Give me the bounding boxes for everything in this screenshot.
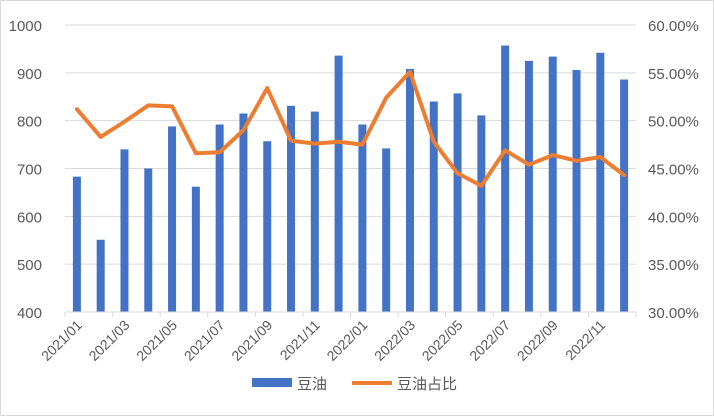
bar — [96, 239, 105, 312]
bar — [263, 141, 272, 312]
y-right-tick-label: 55.00% — [648, 66, 699, 83]
legend-swatch-bar — [252, 378, 292, 387]
y-left-tick-label: 400 — [17, 305, 42, 322]
bar — [429, 101, 438, 313]
bar — [239, 113, 248, 312]
y-right-tick-label: 40.00% — [648, 209, 699, 226]
y-right-tick-label: 60.00% — [648, 18, 699, 35]
bar — [72, 176, 81, 312]
bar — [287, 105, 296, 312]
bar — [215, 124, 224, 312]
x-tick-label: 2022/03 — [371, 317, 418, 364]
y-right-tick-label: 30.00% — [648, 305, 699, 322]
y-left-tick-label: 900 — [17, 66, 42, 83]
y-left-tick-label: 500 — [17, 257, 42, 274]
x-tick-label: 2022/11 — [562, 317, 609, 364]
bar — [358, 124, 367, 312]
x-tick-label: 2021/01 — [38, 317, 85, 364]
bar — [477, 115, 486, 312]
x-tick-label: 2022/05 — [419, 317, 466, 364]
bar — [405, 69, 414, 312]
bar — [572, 69, 581, 312]
bar — [620, 79, 629, 312]
y-left-tick-label: 600 — [17, 209, 42, 226]
y-left-tick-label: 1000 — [9, 18, 42, 35]
bar — [382, 148, 391, 312]
x-tick-label: 2021/07 — [181, 317, 228, 364]
y-right-tick-label: 35.00% — [648, 257, 699, 274]
legend: 豆油 豆油占比 — [252, 376, 457, 393]
x-tick-label: 2021/05 — [133, 317, 180, 364]
bar — [144, 168, 153, 312]
bar — [596, 52, 605, 312]
y-right-tick-label: 50.00% — [648, 114, 699, 131]
legend-label-bar: 豆油 — [297, 376, 327, 393]
bar — [501, 45, 510, 313]
y-right-tick-label: 45.00% — [648, 162, 699, 179]
y-left-tick-label: 800 — [17, 114, 42, 131]
y-left-tick-label: 700 — [17, 162, 42, 179]
ratio-line — [74, 69, 627, 188]
bar — [334, 55, 343, 312]
bar — [524, 60, 533, 312]
bar — [453, 93, 462, 312]
bar — [548, 56, 557, 312]
bar — [120, 149, 129, 312]
legend-label-line: 豆油占比 — [397, 376, 457, 393]
x-tick-label: 2021/09 — [228, 317, 275, 364]
x-tick-label: 2022/01 — [323, 317, 370, 364]
x-tick-label: 2022/09 — [514, 317, 561, 364]
bar — [310, 111, 319, 312]
x-tick-label: 2021/11 — [277, 317, 324, 364]
x-tick-label: 2022/07 — [466, 317, 513, 364]
bar — [168, 126, 177, 312]
x-tick-label: 2021/03 — [86, 317, 133, 364]
bar — [191, 186, 200, 312]
